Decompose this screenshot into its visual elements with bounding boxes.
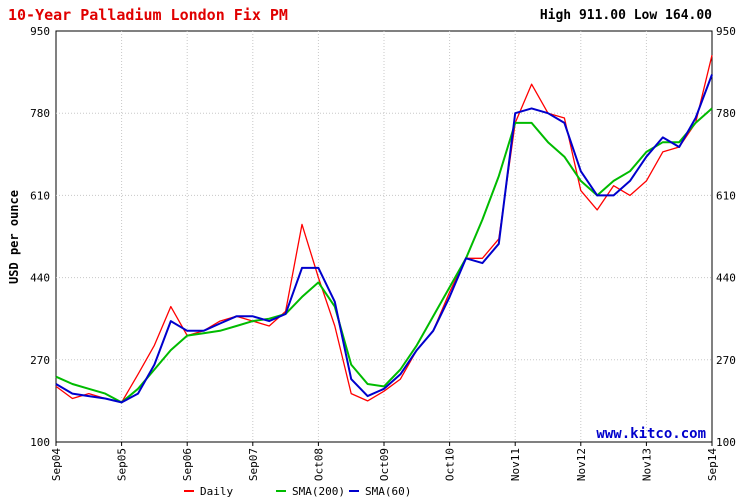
y-tick-left-4: 270 xyxy=(30,354,50,367)
x-tick-5: Oct09 xyxy=(378,448,391,481)
series-line-daily xyxy=(55,55,713,404)
y-axis-right: 950 780 610 440 270 100 xyxy=(716,25,736,449)
y-tick-right-3: 440 xyxy=(716,272,736,285)
plot-frame xyxy=(55,30,713,443)
y-tick-right-4: 270 xyxy=(716,354,736,367)
legend-label-0: Daily xyxy=(200,485,233,498)
x-tick-3: Sep07 xyxy=(247,448,260,481)
x-tick-6: Oct10 xyxy=(444,448,457,481)
y-tick-left-5: 100 xyxy=(30,436,50,449)
x-tick-7: Nov11 xyxy=(509,448,522,481)
y-tick-right-5: 100 xyxy=(716,436,736,449)
x-axis: Sep04 Sep05 Sep06 Sep07 Oct08 Oct09 Oct10 Nov11… xyxy=(50,442,719,481)
y-tick-left-1: 780 xyxy=(30,107,50,120)
x-tick-10: Sep14 xyxy=(706,448,719,481)
y-tick-left-0: 950 xyxy=(30,25,50,38)
x-tick-1: Sep05 xyxy=(116,448,129,481)
y-axis-left: 950 780 610 440 270 100 xyxy=(30,25,50,449)
x-tick-2: Sep06 xyxy=(181,448,194,481)
legend: Daily SMA(200) SMA(60) xyxy=(184,485,411,498)
x-tick-9: Nov13 xyxy=(640,448,653,481)
series-line-sma-60 xyxy=(55,74,713,404)
x-tick-4: Oct08 xyxy=(312,448,325,481)
series-lines xyxy=(55,55,713,404)
y-tick-right-2: 610 xyxy=(716,189,736,202)
y-axis-label: USD per ounce xyxy=(7,190,21,284)
y-tick-right-0: 950 xyxy=(716,25,736,38)
site-watermark: www.kitco.com xyxy=(596,426,706,442)
series-line-sma-200 xyxy=(55,107,713,404)
legend-label-2: SMA(60) xyxy=(365,485,411,498)
y-tick-right-1: 780 xyxy=(716,107,736,120)
high-low-summary: High 911.00 Low 164.00 xyxy=(540,8,712,23)
legend-label-1: SMA(200) xyxy=(292,485,345,498)
y-tick-left-2: 610 xyxy=(30,189,50,202)
x-tick-0: Sep04 xyxy=(50,448,63,481)
y-tick-left-3: 440 xyxy=(30,272,50,285)
x-tick-8: Nov12 xyxy=(575,448,588,481)
chart-title: 10-Year Palladium London Fix PM xyxy=(8,6,288,24)
